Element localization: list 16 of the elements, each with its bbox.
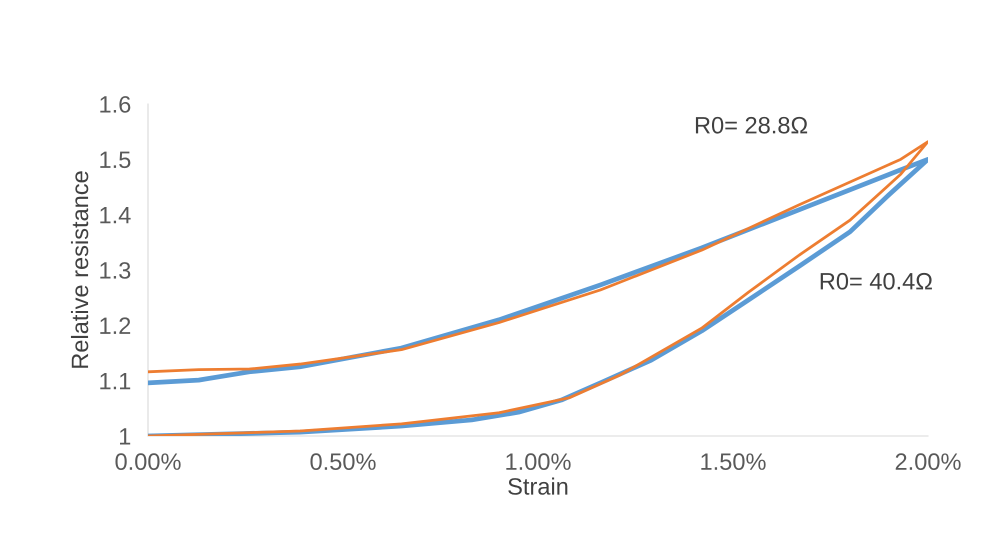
- y-axis-title: Relative resistance: [70, 171, 88, 368]
- annotation: R0= 40.4Ω: [820, 272, 932, 290]
- x-axis-title: Strain: [508, 477, 568, 495]
- x-tick-label: 2.00%: [896, 453, 961, 470]
- annotation: R0= 28.8Ω: [696, 116, 808, 134]
- y-tick-label: 1.4: [100, 206, 131, 224]
- y-tick-label: 1.1: [100, 372, 130, 390]
- x-tick-label: 0.50%: [310, 453, 376, 470]
- y-tick-label: 1.3: [100, 262, 130, 279]
- y-tick-label: 1.6: [100, 96, 130, 113]
- y-tick-label: 1.2: [100, 317, 130, 334]
- x-tick-label: 0.00%: [115, 453, 181, 470]
- y-tick-label: 1.5: [100, 152, 130, 168]
- x-tick-label: 1.00%: [506, 453, 571, 470]
- y-tick-label: 1: [120, 428, 130, 445]
- x-tick-label: 1.50%: [701, 453, 766, 470]
